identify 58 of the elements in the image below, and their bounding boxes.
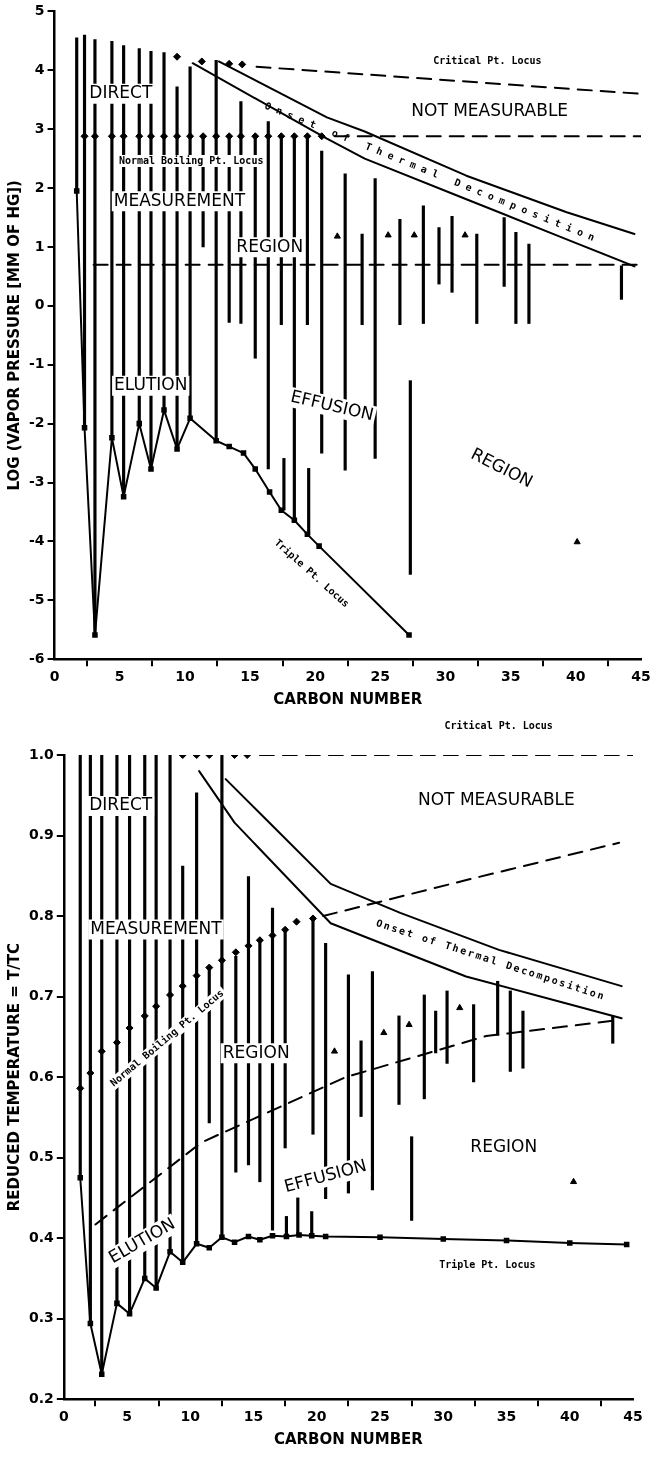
y-tick-label: 0.4 (28, 1228, 55, 1245)
x-tick-label: 15 (243, 1408, 264, 1425)
annotation: NOT MEASURABLE (417, 788, 575, 809)
annotation: DIRECT (89, 794, 153, 815)
y-tick-label: -1 (28, 355, 45, 372)
x-tick-label: 10 (180, 1408, 201, 1425)
y-tick-label: 0.3 (28, 1309, 54, 1326)
y-axis-title: LOG (VAPOR PRESSURE [MM OF HG]) (4, 180, 23, 491)
x-tick-label: 15 (240, 668, 260, 685)
annotation: REGION (236, 235, 304, 256)
annotation: NOT MEASURABLE (411, 99, 569, 120)
y-tick-label: 0.5 (28, 1148, 54, 1165)
x-tick-label: 5 (122, 1408, 132, 1425)
y-tick-label: 0.6 (28, 1067, 54, 1084)
annotation: Critical Pt. Locus (433, 54, 542, 66)
y-tick-label: 2 (34, 178, 45, 195)
y-tick-label: 0.2 (28, 1389, 54, 1406)
y-tick-label: 0.7 (28, 987, 54, 1004)
y-tick-label: 0 (34, 296, 45, 313)
x-tick-label: 20 (307, 1408, 327, 1425)
text: Critical Pt. Locus (444, 719, 553, 731)
y-tick-label: 5 (34, 2, 45, 19)
x-tick-label: 25 (370, 668, 391, 685)
y-tick-label: -2 (28, 414, 45, 431)
annotation: ELUTION (114, 374, 188, 395)
x-tick-label: 30 (435, 668, 456, 685)
annotation: MEASUREMENT (113, 189, 246, 210)
annotation: MEASUREMENT (90, 918, 223, 938)
y-tick-label: -5 (28, 590, 45, 607)
y-tick-label: 1.0 (28, 745, 55, 762)
annotation: Triple Pt. Locus (439, 1259, 536, 1271)
x-axis-title: CARBON NUMBER (273, 1429, 424, 1448)
x-tick-label: 30 (433, 1408, 454, 1425)
annotation: Normal Boiling Pt. Locus (118, 154, 264, 166)
x-tick-label: 25 (370, 1408, 390, 1425)
x-tick-label: 40 (566, 668, 586, 685)
x-tick-label: 45 (631, 668, 651, 685)
y-tick-label: 0.9 (28, 826, 54, 843)
x-tick-label: 45 (623, 1408, 643, 1425)
x-tick-label: 10 (175, 668, 195, 685)
x-tick-label: 20 (305, 668, 326, 685)
y-tick-label: 1 (34, 237, 45, 254)
y-tick-label: -3 (28, 473, 45, 490)
x-tick-label: 0 (58, 1408, 69, 1425)
x-axis-title: CARBON NUMBER (273, 689, 423, 708)
x-tick-label: 35 (496, 1408, 517, 1425)
y-tick-label: -6 (28, 649, 45, 666)
x-tick-label: 40 (560, 1408, 580, 1425)
x-tick-label: 5 (114, 668, 125, 685)
y-tick-label: -4 (28, 532, 45, 549)
annotation: REGION (222, 1041, 290, 1062)
x-tick-label: 35 (500, 668, 521, 685)
y-tick-label: 0.8 (28, 906, 54, 923)
y-tick-label: 3 (34, 119, 45, 136)
y-tick-label: 4 (34, 60, 45, 77)
y-axis-title: REDUCED TEMPERATURE = T/TC (4, 943, 23, 1212)
annotation: REGION (470, 1136, 538, 1157)
annotation: DIRECT (89, 82, 153, 103)
